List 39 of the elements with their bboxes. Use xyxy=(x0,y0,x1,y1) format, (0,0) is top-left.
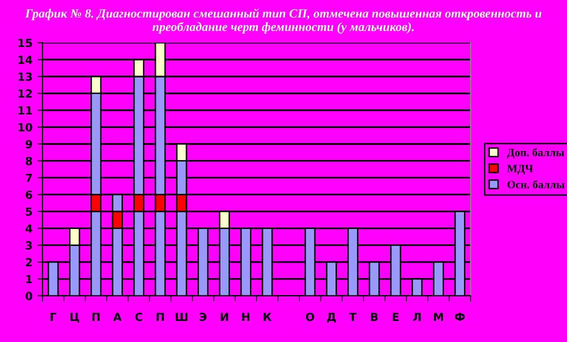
y-tick-label: 10 xyxy=(18,123,32,132)
x-tick-label: П xyxy=(156,312,164,321)
legend-label: Доп. баллы xyxy=(507,148,564,158)
y-tick-label: 9 xyxy=(26,140,32,148)
x-tick-label: Е xyxy=(392,312,399,321)
y-tick-label: 3 xyxy=(26,241,32,250)
x-tick-label: Э xyxy=(200,312,207,322)
x-tick-label: Ц xyxy=(70,312,80,323)
x-tick-label: В xyxy=(371,312,378,321)
y-tick-label: 5 xyxy=(26,208,32,216)
y-tick-label: 6 xyxy=(26,190,32,199)
legend-label: МДЧ xyxy=(507,164,534,175)
y-tick-label: 7 xyxy=(26,174,32,182)
x-tick-label: П xyxy=(92,312,100,321)
y-tick-label: 8 xyxy=(26,156,32,166)
x-tick-label: И xyxy=(220,312,228,321)
x-tick-label: Г xyxy=(50,312,56,321)
legend-label: Осн. баллы xyxy=(507,180,565,188)
y-tick-label: 12 xyxy=(18,89,32,98)
x-tick-label: М xyxy=(434,312,444,321)
x-tick-label: Н xyxy=(242,312,250,321)
y-tick-label: 15 xyxy=(18,38,32,48)
x-tick-label: Д xyxy=(327,312,336,323)
y-tick-label: 2 xyxy=(26,258,32,266)
y-tick-label: 11 xyxy=(18,106,32,114)
x-tick-label: Ф xyxy=(454,312,465,321)
x-tick-label: К xyxy=(264,312,272,321)
x-tick-label: Ш xyxy=(176,312,188,321)
x-tick-label: А xyxy=(113,312,122,321)
x-tick-label: С xyxy=(135,312,142,322)
x-tick-label: О xyxy=(306,312,314,322)
y-tick-label: 0 xyxy=(26,292,32,300)
x-tick-label: Л xyxy=(412,312,421,321)
chart-title: График № 8. Диагностирован смешанный тип СП, отмечена повышенная откровенность и преобладание черт феминности (у мальчиков). xyxy=(25,8,542,34)
x-tick-label: Т xyxy=(349,312,357,321)
y-tick-label: 4 xyxy=(26,224,32,233)
y-tick-label: 13 xyxy=(18,72,32,81)
y-tick-label: 14 xyxy=(18,56,32,64)
y-tick-label: 1 xyxy=(26,275,32,284)
